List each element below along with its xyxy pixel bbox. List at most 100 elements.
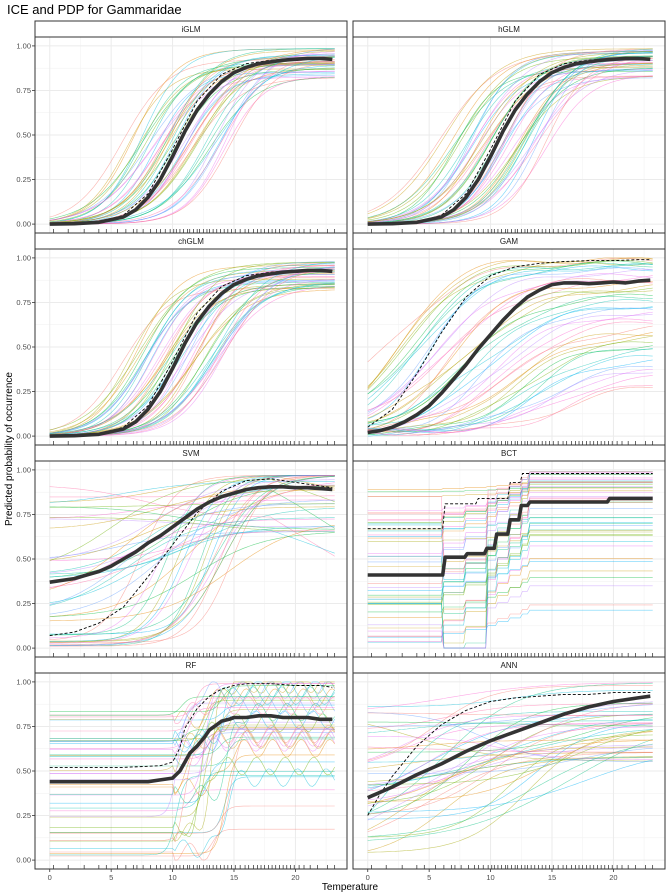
- facet-strip-label: SVM: [182, 449, 200, 458]
- x-tick-label: 0: [366, 873, 370, 882]
- ice-curve: [49, 475, 335, 636]
- y-tick-label: 0.50: [16, 555, 31, 564]
- ice-curve: [367, 267, 653, 413]
- ice-curve: [49, 55, 335, 224]
- ice-curve: [367, 722, 653, 790]
- facet-strip-label: chGLM: [178, 237, 204, 246]
- ice-curve: [367, 262, 653, 395]
- ice-curve: [49, 279, 335, 436]
- ice-curve: [49, 696, 335, 716]
- facet-panel: RF 0.00 0.25 0.50 0.75 1.00 0 5 10 15 20: [16, 656, 348, 882]
- ice-curve: [367, 355, 653, 433]
- ice-curve: [49, 695, 335, 750]
- ice-curve: [367, 726, 653, 801]
- ice-curve: [367, 473, 653, 600]
- ice-curve: [367, 284, 653, 419]
- y-tick-label: 0.75: [16, 510, 31, 519]
- y-tick-label: 1.00: [16, 254, 31, 263]
- ice-curve: [367, 341, 653, 432]
- ice-curve: [367, 534, 653, 603]
- ice-curve: [367, 487, 653, 493]
- ice-curve: [367, 604, 653, 637]
- ice-curve: [49, 707, 335, 749]
- y-tick-label: 1.00: [16, 466, 31, 475]
- ice-curve: [49, 68, 335, 221]
- ice-curve: [367, 714, 653, 792]
- dashed-reference-line: [367, 259, 651, 428]
- ice-curve: [367, 743, 653, 837]
- ice-curve: [49, 503, 335, 508]
- ice-curve: [49, 475, 335, 645]
- ice-curve: [49, 685, 335, 712]
- ice-curve: [49, 683, 335, 796]
- ice-curve: [367, 739, 653, 750]
- facet-panel: BCT: [352, 444, 666, 658]
- ice-curve: [49, 261, 335, 431]
- ice-curve: [367, 77, 653, 224]
- ice-curve: [367, 535, 653, 605]
- y-tick-label: 0.75: [16, 298, 31, 307]
- ice-curve: [49, 475, 335, 642]
- facet-panel: hGLM: [352, 20, 666, 234]
- ice-curve: [367, 260, 653, 395]
- ice-curve: [49, 733, 335, 779]
- x-tick-label: 0: [48, 873, 52, 882]
- ice-curve: [367, 703, 653, 791]
- ice-curve: [367, 498, 653, 649]
- y-tick-label: 1.00: [16, 42, 31, 51]
- y-tick-label: 0.25: [16, 175, 31, 184]
- ice-curve: [367, 265, 653, 420]
- y-tick-label: 0.25: [16, 811, 31, 820]
- ice-curve: [49, 506, 335, 561]
- ice-curve: [367, 48, 653, 215]
- ice-curve: [49, 730, 335, 773]
- ice-curve: [367, 729, 653, 785]
- ice-curve: [49, 761, 335, 804]
- ice-curve: [49, 283, 335, 436]
- ice-curve: [49, 805, 335, 834]
- y-tick-label: 0.75: [16, 722, 31, 731]
- ice-curve: [367, 682, 653, 709]
- ice-curve: [367, 66, 653, 224]
- ice-curve: [367, 729, 653, 787]
- y-tick-label: 0.00: [16, 644, 31, 653]
- ice-curve: [367, 348, 653, 433]
- ice-curve: [367, 258, 653, 363]
- ice-curve: [367, 278, 653, 429]
- ice-curve: [49, 479, 335, 561]
- ice-curve: [367, 257, 653, 388]
- ice-curve: [367, 280, 653, 411]
- ice-curve: [49, 278, 335, 434]
- ice-curve: [49, 728, 335, 861]
- ice-curve: [367, 721, 653, 727]
- ice-curve: [367, 609, 653, 638]
- ice-curve: [49, 53, 335, 224]
- ice-curve: [367, 740, 653, 804]
- ice-curve: [367, 257, 653, 389]
- ice-curve: [49, 702, 335, 817]
- ice-curve: [367, 325, 653, 431]
- ice-curve: [49, 828, 335, 857]
- ice-curve: [367, 386, 653, 435]
- facet-strip-label: hGLM: [498, 25, 520, 34]
- ice-curve: [367, 385, 653, 436]
- ice-curve: [367, 739, 653, 841]
- x-axis-title: Temperature: [322, 882, 379, 893]
- facet-panel: GAM: [352, 232, 666, 446]
- ice-curve: [367, 306, 653, 426]
- ice-curve: [49, 281, 335, 434]
- ice-curve: [367, 290, 653, 423]
- ice-curve: [49, 681, 335, 746]
- ice-curve: [49, 529, 335, 588]
- ice-curve: [367, 723, 653, 763]
- ice-curve: [367, 530, 653, 567]
- ice-curve: [367, 473, 653, 563]
- x-tick-label: 10: [168, 873, 176, 882]
- ice-curve: [367, 723, 653, 820]
- ice-curve: [49, 699, 335, 741]
- ice-curve: [49, 48, 335, 224]
- y-tick-label: 0.00: [16, 856, 31, 865]
- y-tick-label: 1.00: [16, 678, 31, 687]
- y-tick-label: 0.50: [16, 131, 31, 140]
- ice-curve: [49, 476, 335, 646]
